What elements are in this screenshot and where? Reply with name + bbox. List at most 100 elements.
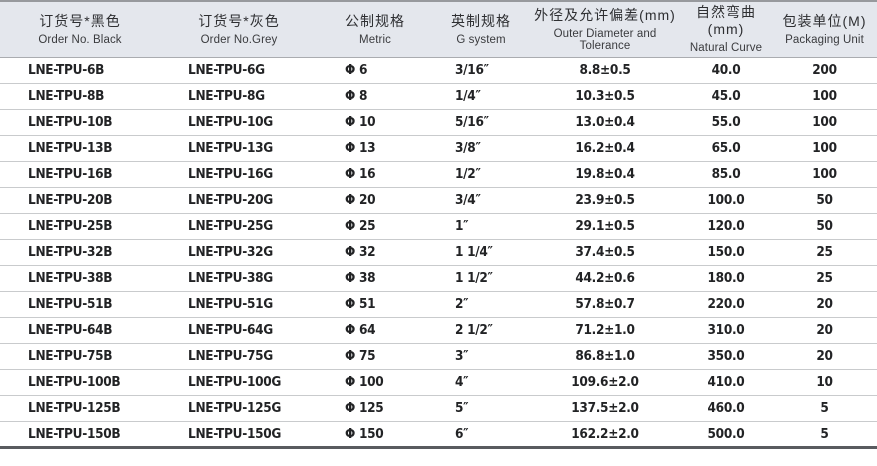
column-header-en: Outer Diameter and Tolerance (553, 27, 657, 52)
table-cell: 109.6±2.0 (530, 369, 680, 396)
table-cell: LNE-TPU-25B (0, 213, 160, 240)
table-cell: Φ 20 (318, 187, 432, 214)
table-cell: 71.2±1.0 (530, 317, 680, 344)
table-cell: 20 (772, 343, 877, 370)
column-header-zh: 订货号*黑色 (39, 12, 121, 29)
table-cell: 150.0 (680, 239, 772, 266)
column-header-en: Natural Curve (689, 42, 763, 55)
table-cell: 1/4″ (432, 83, 530, 110)
table-cell: LNE-TPU-38G (160, 265, 318, 292)
table-cell: 310.0 (680, 317, 772, 344)
table-row: LNE-TPU-38B LNE-TPU-38G Φ 38 1 1/2″ 44.2±0.6… (0, 265, 877, 292)
table-row: LNE-TPU-16B LNE-TPU-16G Φ 16 1/2″ 19.8±0.4 85… (0, 161, 877, 188)
table-cell: 3/8″ (432, 135, 530, 162)
table-row: LNE-TPU-125B LNE-TPU-125G Φ 125 5″ 137.5±2.0… (0, 395, 877, 422)
table-cell: 37.4±0.5 (530, 239, 680, 266)
table-cell: 137.5±2.0 (530, 395, 680, 422)
table-cell: LNE-TPU-51B (0, 291, 160, 318)
table-cell: LNE-TPU-100B (0, 369, 160, 396)
table-row: LNE-TPU-51B LNE-TPU-51G Φ 51 2″ 57.8±0.7 220.… (0, 291, 877, 318)
table-cell: LNE-TPU-125G (160, 395, 318, 422)
table-cell: 120.0 (680, 213, 772, 240)
table-cell: 57.8±0.7 (530, 291, 680, 318)
table-cell: Φ 100 (318, 369, 432, 396)
table-cell: LNE-TPU-32G (160, 239, 318, 266)
table-cell: 5″ (432, 395, 530, 422)
table-cell: LNE-TPU-16B (0, 161, 160, 188)
table-cell: 16.2±0.4 (530, 135, 680, 162)
table-cell: 13.0±0.4 (530, 109, 680, 136)
column-header-en: Order No. Black (38, 33, 122, 46)
table-cell: 5 (820, 425, 829, 442)
table-row: LNE-TPU-32B LNE-TPU-32G Φ 32 1 1/4″ 37.4±0.5… (0, 239, 877, 266)
table-cell: Φ 8 (318, 83, 432, 110)
table-cell: LNE-TPU-75G (160, 343, 318, 370)
column-header-4: 外径及允许偏差(mm) Outer Diameter and Tolerance (530, 1, 680, 58)
table-cell: 20 (772, 291, 877, 318)
table-cell: 5 (772, 395, 877, 422)
table-cell: 50 (772, 187, 877, 214)
table-cell: 460.0 (680, 395, 772, 422)
column-header-3: 英制规格 G system (432, 1, 530, 58)
table-body: LNE-TPU-6B LNE-TPU-6G Φ 6 3/16″ 8.8±0.5 40.0 2… (0, 57, 877, 447)
table-cell: 500.0 (707, 425, 745, 442)
table-cell: 1″ (432, 213, 530, 240)
product-spec-table: 订货号*黑色 Order No. Black 订货号*灰色 Order No.Grey… (0, 0, 877, 449)
table-cell: 29.1±0.5 (530, 213, 680, 240)
table-cell: LNE-TPU-10B (0, 109, 160, 136)
table-cell: 3″ (432, 343, 530, 370)
table-cell: Φ 150 (345, 425, 384, 442)
table-header: 订货号*黑色 Order No. Black 订货号*灰色 Order No.Grey… (0, 1, 877, 58)
table-cell: 19.8±0.4 (530, 161, 680, 188)
table-cell: 3/16″ (432, 57, 530, 84)
table-cell: 5/16″ (432, 109, 530, 136)
table-cell: LNE-TPU-10G (160, 109, 318, 136)
table-cell: LNE-TPU-38B (0, 265, 160, 292)
table-cell: 25 (772, 265, 877, 292)
column-header-1: 订货号*灰色 Order No.Grey (160, 1, 318, 58)
table-cell: LNE-TPU-32B (0, 239, 160, 266)
table-cell: 180.0 (680, 265, 772, 292)
table-cell: Φ 51 (318, 291, 432, 318)
table-row: LNE-TPU-150B LNE-TPU-150G Φ 150 6″ 162.2±2.0… (0, 421, 877, 447)
table-row: LNE-TPU-6B LNE-TPU-6G Φ 6 3/16″ 8.8±0.5 40.0 2… (0, 57, 877, 84)
table-cell: Φ 6 (318, 57, 432, 84)
column-header-zh: 英制规格 (451, 12, 511, 29)
table-cell: 100 (772, 161, 877, 188)
table-cell: 40.0 (680, 57, 772, 84)
column-header-6: 包装单位(M) Packaging Unit (772, 1, 877, 58)
table-cell: 10.3±0.5 (530, 83, 680, 110)
table-cell: 100 (772, 135, 877, 162)
column-header-zh: 自然弯曲(mm) (696, 4, 756, 38)
column-header-0: 订货号*黑色 Order No. Black (0, 1, 160, 58)
table-cell: Φ 38 (318, 265, 432, 292)
table-cell: LNE-TPU-150B (28, 425, 121, 442)
column-header-2: 公制规格 Metric (318, 1, 432, 58)
column-header-zh: 订货号*灰色 (198, 12, 280, 29)
table-cell: LNE-TPU-20G (160, 187, 318, 214)
table-cell: LNE-TPU-6B (0, 57, 160, 84)
table-cell: Φ 75 (318, 343, 432, 370)
table-row: LNE-TPU-75B LNE-TPU-75G Φ 75 3″ 86.8±1.0 350.… (0, 343, 877, 370)
table-cell: Φ 64 (318, 317, 432, 344)
table-cell: 20 (772, 317, 877, 344)
table-cell: 55.0 (680, 109, 772, 136)
column-header-5: 自然弯曲(mm) Natural Curve (680, 1, 772, 58)
table-row: LNE-TPU-8B LNE-TPU-8G Φ 8 1/4″ 10.3±0.5 45.0 1… (0, 83, 877, 110)
table-cell: LNE-TPU-13G (160, 135, 318, 162)
table-row: LNE-TPU-100B LNE-TPU-100G Φ 100 4″ 109.6±2.0… (0, 369, 877, 396)
table-cell: Φ 32 (318, 239, 432, 266)
table-cell: 45.0 (680, 83, 772, 110)
table-row: LNE-TPU-20B LNE-TPU-20G Φ 20 3/4″ 23.9±0.5 10… (0, 187, 877, 214)
table-cell: LNE-TPU-51G (160, 291, 318, 318)
table-cell: 6″ (455, 425, 469, 442)
column-header-zh: 包装单位(M) (782, 12, 867, 29)
table-cell: Φ 16 (318, 161, 432, 188)
table-cell: 220.0 (680, 291, 772, 318)
table-cell: Φ 25 (318, 213, 432, 240)
table-cell: 1 1/2″ (432, 265, 530, 292)
table-cell: Φ 13 (318, 135, 432, 162)
table-row: LNE-TPU-13B LNE-TPU-13G Φ 13 3/8″ 16.2±0.4 65… (0, 135, 877, 162)
table-row: LNE-TPU-10B LNE-TPU-10G Φ 10 5/16″ 13.0±0.4 5… (0, 109, 877, 136)
